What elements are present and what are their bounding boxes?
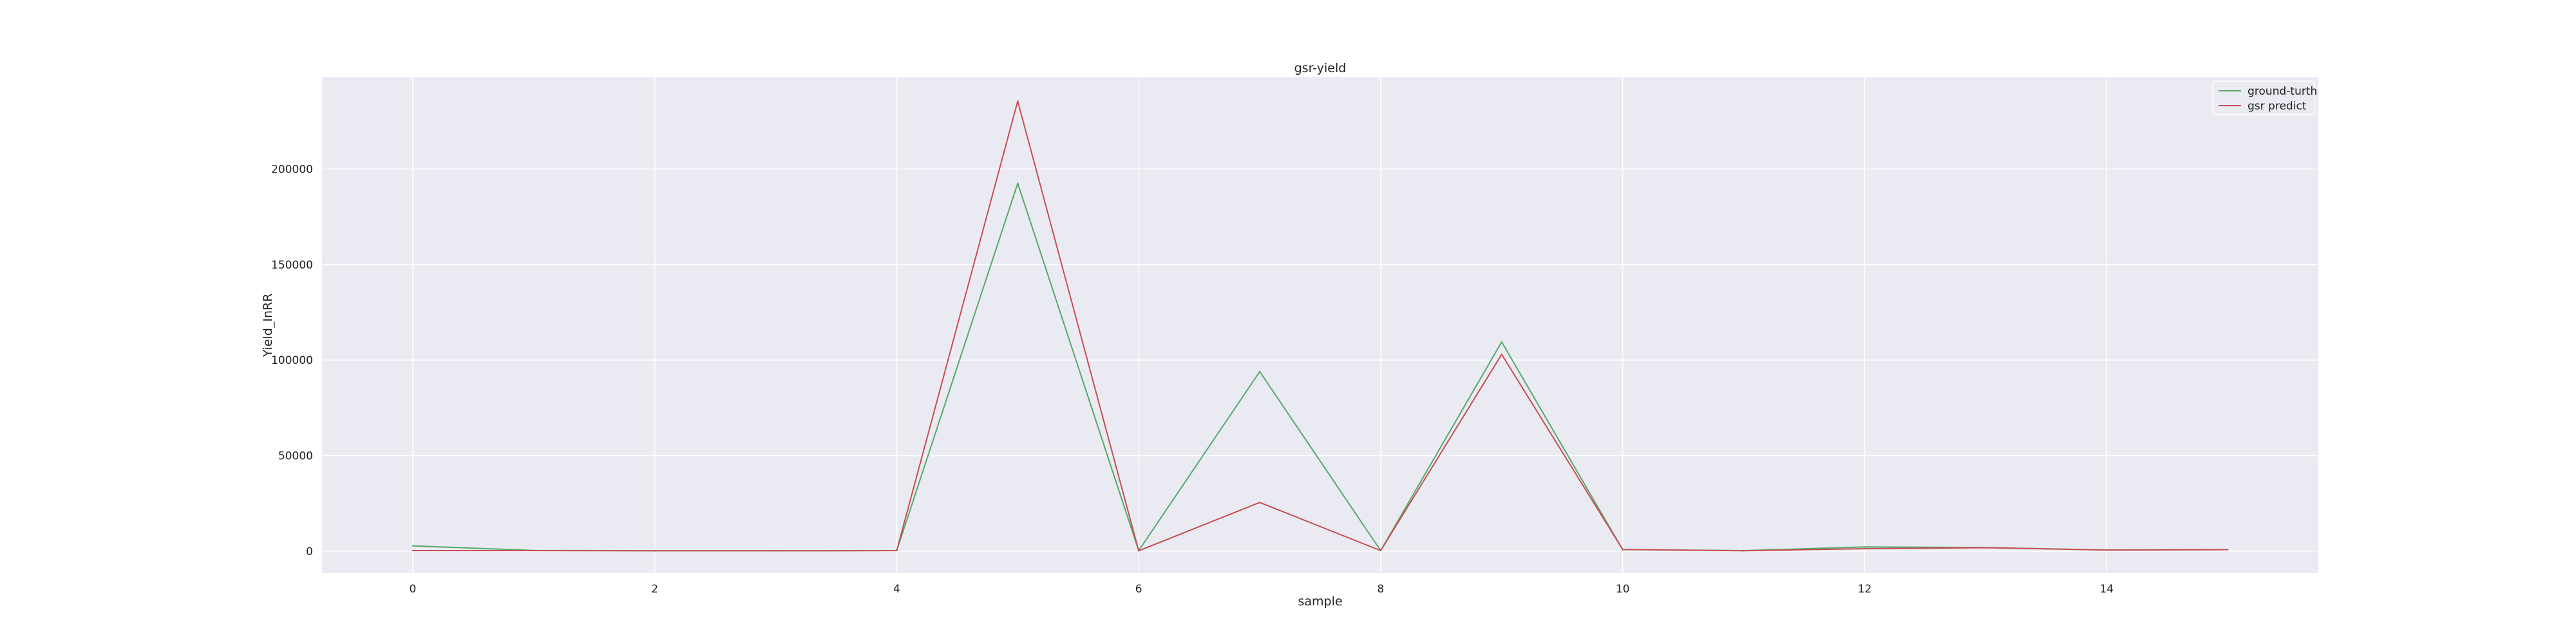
y-tick-label: 50000 xyxy=(278,450,313,463)
data-point-gsr-predict xyxy=(1622,549,1624,551)
data-point-ground-turth xyxy=(1501,341,1503,343)
y-tick-labels: 0 50000 100000 150000 200000 xyxy=(271,163,313,558)
series-line-gsr-predict xyxy=(412,100,2228,552)
data-point-ground-turth xyxy=(1258,370,1261,373)
x-tick-label: 2 xyxy=(651,583,658,596)
data-point-gsr-predict xyxy=(1137,550,1140,552)
data-point-gsr-predict xyxy=(775,550,777,552)
data-point-gsr-predict xyxy=(896,549,898,552)
plot-area xyxy=(322,77,2318,573)
legend-label-gsr-predict: gsr predict xyxy=(2248,100,2307,113)
y-tick-label: 150000 xyxy=(271,259,313,272)
x-tick-label: 0 xyxy=(409,583,416,596)
data-point-gsr-predict xyxy=(1258,502,1261,504)
legend: ground-turth gsr predict xyxy=(2212,80,2317,115)
y-tick-label: 0 xyxy=(306,545,313,558)
series-lines xyxy=(412,100,2229,552)
data-point-gsr-predict xyxy=(1743,550,1745,552)
data-point-gsr-predict xyxy=(2226,549,2229,551)
data-point-gsr-predict xyxy=(1985,547,1987,549)
x-tick-label: 12 xyxy=(1858,583,1872,596)
data-point-gsr-predict xyxy=(1379,549,1382,552)
data-point-ground-turth xyxy=(1864,546,1866,548)
data-point-gsr-predict xyxy=(1501,354,1503,355)
legend-label-ground-turth: ground-turth xyxy=(2248,85,2317,98)
y-tick-label: 200000 xyxy=(271,163,313,176)
x-tick-label: 6 xyxy=(1135,583,1142,596)
data-point-ground-turth xyxy=(1017,182,1019,184)
data-point-gsr-predict xyxy=(533,549,535,552)
grid-lines xyxy=(322,77,2318,573)
x-tick-labels: 0 2 4 6 8 10 12 14 xyxy=(409,583,2114,596)
y-axis-label: Yield_InRR xyxy=(261,294,275,358)
data-point-ground-turth xyxy=(412,545,414,547)
data-point-gsr-predict xyxy=(412,549,414,552)
data-point-gsr-predict xyxy=(654,550,656,552)
chart-title: gsr-yield xyxy=(1294,61,1347,75)
x-axis-label: sample xyxy=(1298,594,1342,609)
data-point-gsr-predict xyxy=(1017,100,1019,102)
x-tick-label: 14 xyxy=(2099,583,2114,596)
y-tick-label: 100000 xyxy=(271,354,313,367)
data-point-gsr-predict xyxy=(2106,549,2108,551)
x-tick-label: 8 xyxy=(1378,583,1385,596)
data-point-gsr-predict xyxy=(1864,547,1866,550)
x-tick-label: 10 xyxy=(1616,583,1630,596)
x-tick-label: 4 xyxy=(893,583,900,596)
